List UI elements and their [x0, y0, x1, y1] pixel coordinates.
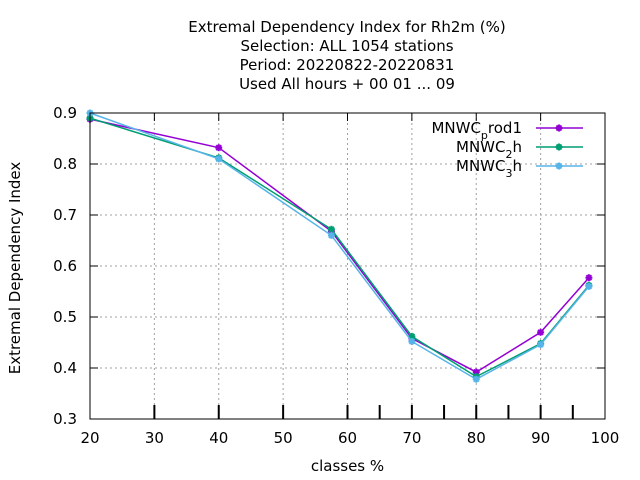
point-marker	[555, 124, 563, 132]
x-tick-label: 70	[402, 429, 421, 447]
chart-title: Extremal Dependency Index for Rh2m (%)Se…	[188, 18, 506, 93]
point-marker	[408, 337, 416, 345]
point-marker	[537, 341, 545, 349]
x-tick-label: 60	[338, 429, 357, 447]
x-tick-label: 90	[531, 429, 550, 447]
point-marker	[215, 144, 223, 152]
y-tick-label: 0.7	[53, 206, 77, 224]
y-tick-labels: 0.3 0.4 0.5 0.6 0.7 0.8 0.9	[53, 104, 77, 428]
title-line-3: Period: 20220822-20220831	[240, 56, 455, 74]
marker-stroke	[215, 155, 222, 163]
marker-stroke	[585, 283, 593, 290]
marker-stroke	[585, 274, 593, 281]
title-line-1: Extremal Dependency Index for Rh2m (%)	[188, 18, 506, 36]
y-axis-label: Extremal Dependency Index	[6, 162, 24, 375]
x-tick-labels: 20 30 40 50 60 70 80 90 100	[80, 429, 619, 447]
point-marker	[327, 225, 335, 233]
point-marker	[215, 155, 223, 163]
y-tick-label: 0.3	[53, 410, 77, 428]
x-tick-label: 30	[145, 429, 164, 447]
point-marker	[472, 375, 480, 383]
marker-stroke	[328, 226, 335, 233]
point-marker	[327, 231, 335, 239]
x-axis-label: classes %	[311, 457, 384, 475]
y-tick-label: 0.9	[53, 104, 77, 122]
marker-stroke	[215, 144, 222, 151]
marker-stroke	[537, 329, 544, 336]
marker-stroke	[555, 162, 563, 170]
point-marker	[537, 328, 545, 336]
y-tick-label: 0.5	[53, 308, 77, 326]
marker-stroke	[537, 341, 544, 348]
series-MNWC_3h	[86, 109, 593, 383]
title-line-4: Used All hours + 00 01 ... 09	[239, 75, 455, 93]
point-marker	[555, 143, 563, 151]
axis-ticks	[89, 112, 606, 420]
y-tick-label: 0.8	[53, 155, 77, 173]
legend-label: MNWC3h	[456, 157, 522, 180]
x-tick-label: 80	[467, 429, 486, 447]
point-marker	[585, 274, 593, 282]
marker-stroke	[328, 232, 335, 239]
y-tick-label: 0.6	[53, 257, 77, 275]
marker-stroke	[555, 143, 563, 151]
y-tick-label: 0.4	[53, 359, 77, 377]
marker-stroke	[473, 376, 480, 383]
x-tick-label: 40	[209, 429, 228, 447]
x-tick-label: 100	[591, 429, 620, 447]
legend-label: MNWCprod1	[431, 119, 522, 142]
x-tick-label: 20	[80, 429, 99, 447]
legend-label: MNWC2h	[456, 138, 522, 161]
marker-stroke	[555, 124, 563, 132]
grid-lines	[90, 113, 605, 419]
point-marker	[585, 282, 593, 290]
marker-stroke	[408, 338, 416, 345]
title-line-2: Selection: ALL 1054 stations	[240, 37, 453, 55]
point-marker	[555, 162, 563, 170]
x-tick-label: 50	[274, 429, 293, 447]
